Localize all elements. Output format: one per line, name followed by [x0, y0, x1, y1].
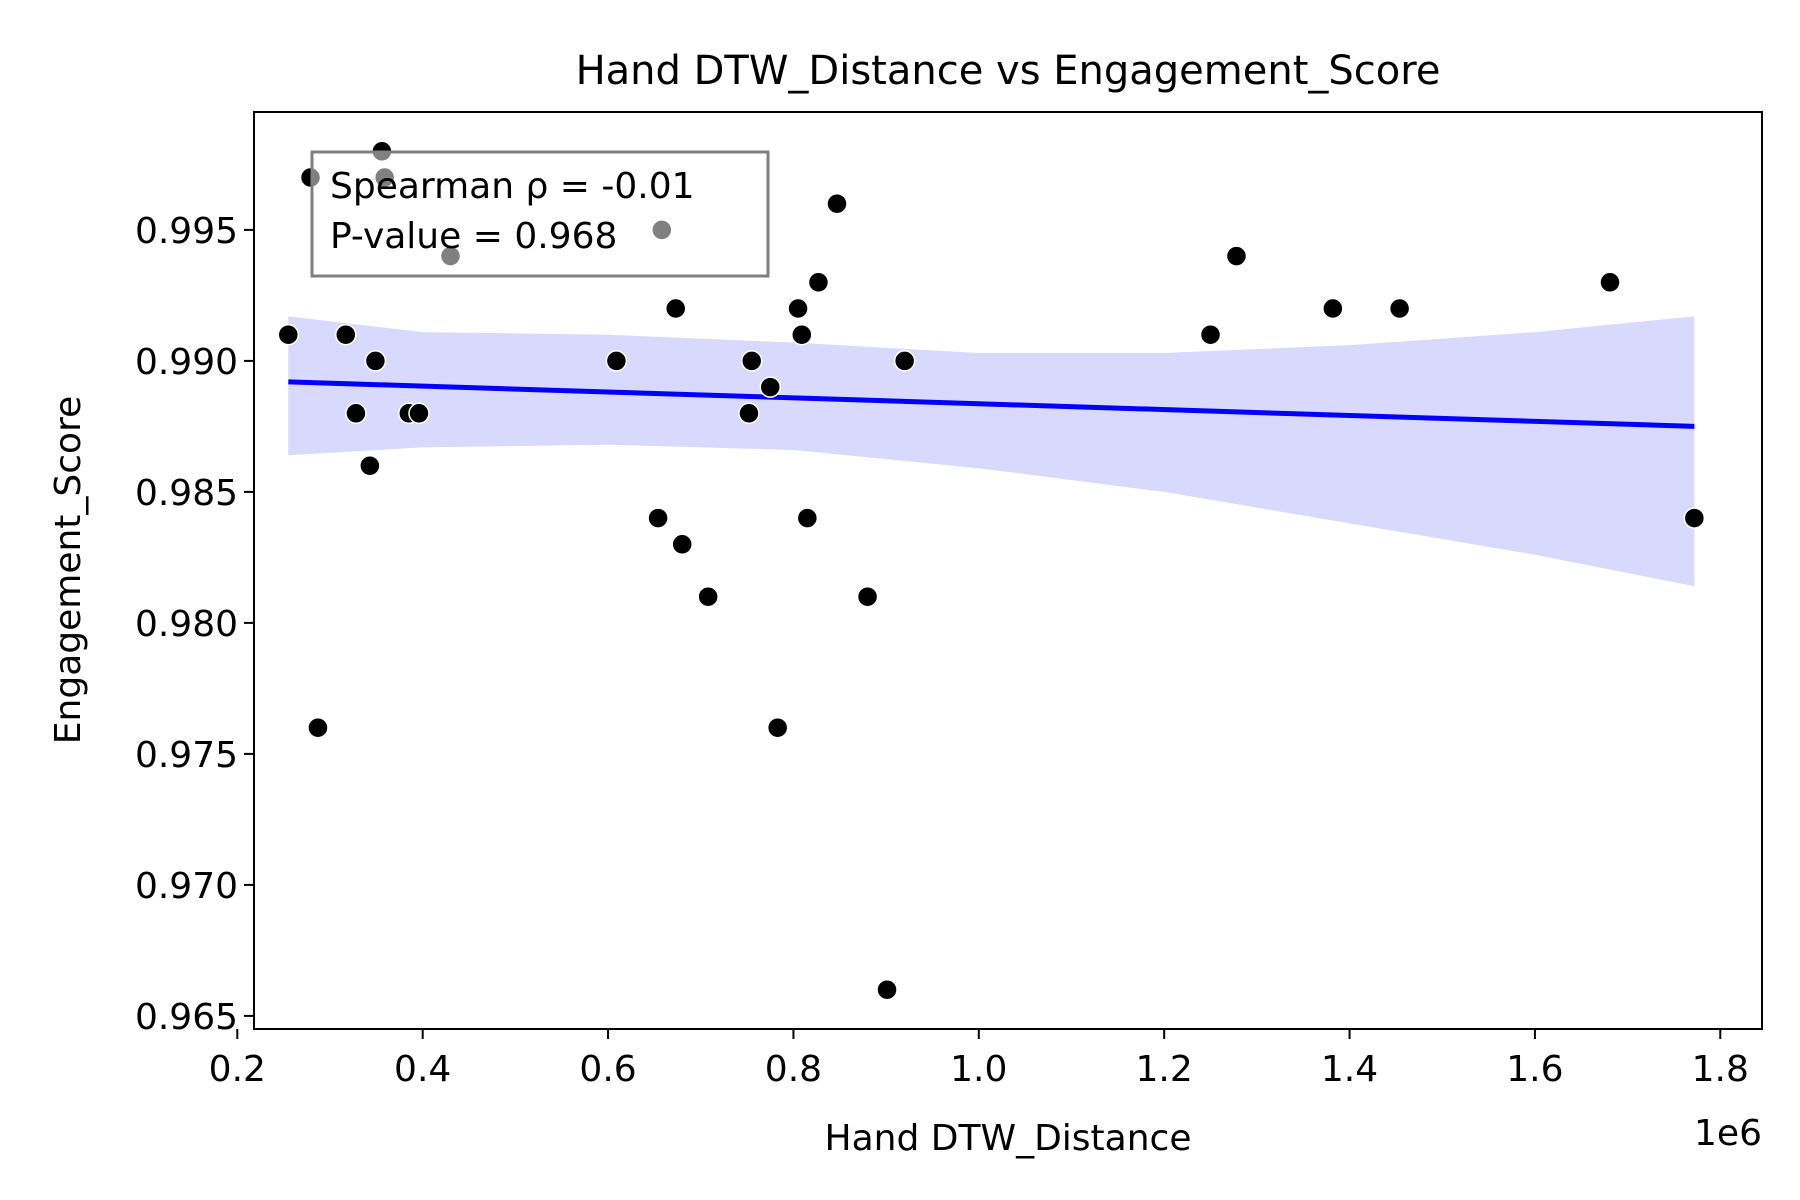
data-point [307, 716, 329, 739]
y-tick-label: 0.980 [135, 604, 238, 645]
data-point [893, 350, 916, 372]
data-point [740, 350, 763, 372]
confidence-band-layer [288, 316, 1695, 587]
data-point [408, 402, 430, 425]
data-point [738, 402, 760, 425]
p-value-text: P-value = 0.968 [330, 216, 617, 257]
y-tick-label: 0.995 [135, 211, 238, 252]
stats-annotation-box: Spearman ρ = -0.01 P-value = 0.968 [310, 150, 770, 278]
data-point [787, 297, 809, 320]
stats-annotation-frame [310, 150, 770, 278]
y-axis-label: Engagement_Score [48, 396, 89, 744]
data-point [1683, 507, 1706, 529]
x-tick-label: 1.0 [950, 1049, 1007, 1090]
x-tick-label: 0.8 [765, 1049, 822, 1090]
data-point [647, 507, 669, 529]
data-point [807, 271, 830, 294]
data-point [766, 716, 789, 739]
data-point [335, 323, 357, 346]
data-point [796, 507, 819, 529]
data-point [1388, 297, 1411, 320]
data-point [605, 350, 628, 372]
y-tick-label: 0.965 [135, 997, 238, 1038]
data-point [671, 533, 693, 556]
x-tick-label: 1.4 [1321, 1049, 1378, 1090]
data-point [1199, 323, 1222, 346]
data-point [664, 297, 687, 320]
x-tick-label: 0.4 [394, 1049, 451, 1090]
spearman-rho-text: Spearman ρ = -0.01 [330, 166, 695, 207]
x-tick-label: 1.6 [1506, 1049, 1563, 1090]
data-point [876, 978, 898, 1001]
y-axis-ticks: 0.965 0.970 0.975 0.980 0.985 0.990 0.995 [135, 211, 254, 1038]
data-point [364, 350, 387, 372]
data-point [697, 585, 719, 608]
data-point [359, 454, 381, 477]
data-point [1599, 271, 1621, 294]
chart-title: Hand DTW_Distance vs Engagement_Score [576, 48, 1441, 94]
regression-line [288, 379, 1695, 429]
confidence-band [288, 316, 1695, 587]
x-tick-label: 0.2 [209, 1049, 266, 1090]
plot-area-frame [253, 111, 1763, 1030]
x-axis-label: Hand DTW_Distance [825, 1118, 1192, 1159]
data-point [791, 323, 813, 346]
data-point [277, 323, 300, 346]
y-tick-label: 0.970 [135, 866, 238, 907]
data-point [856, 585, 879, 608]
x-axis-offset-label: 1e6 [1694, 1113, 1762, 1154]
data-point [345, 402, 367, 425]
x-tick-label: 1.8 [1692, 1049, 1749, 1090]
data-point [1225, 245, 1248, 267]
data-point [826, 192, 848, 215]
y-tick-label: 0.985 [135, 473, 238, 514]
y-tick-label: 0.990 [135, 342, 238, 383]
x-tick-label: 0.6 [579, 1049, 636, 1090]
data-point [759, 376, 782, 398]
regression-line-layer [288, 379, 1695, 429]
data-point [1322, 297, 1344, 320]
y-tick-label: 0.975 [135, 735, 238, 776]
x-axis-ticks: 0.2 0.4 0.6 0.8 1.0 1.2 1.4 1.6 1.8 [209, 1029, 1749, 1090]
x-tick-label: 1.2 [1136, 1049, 1193, 1090]
